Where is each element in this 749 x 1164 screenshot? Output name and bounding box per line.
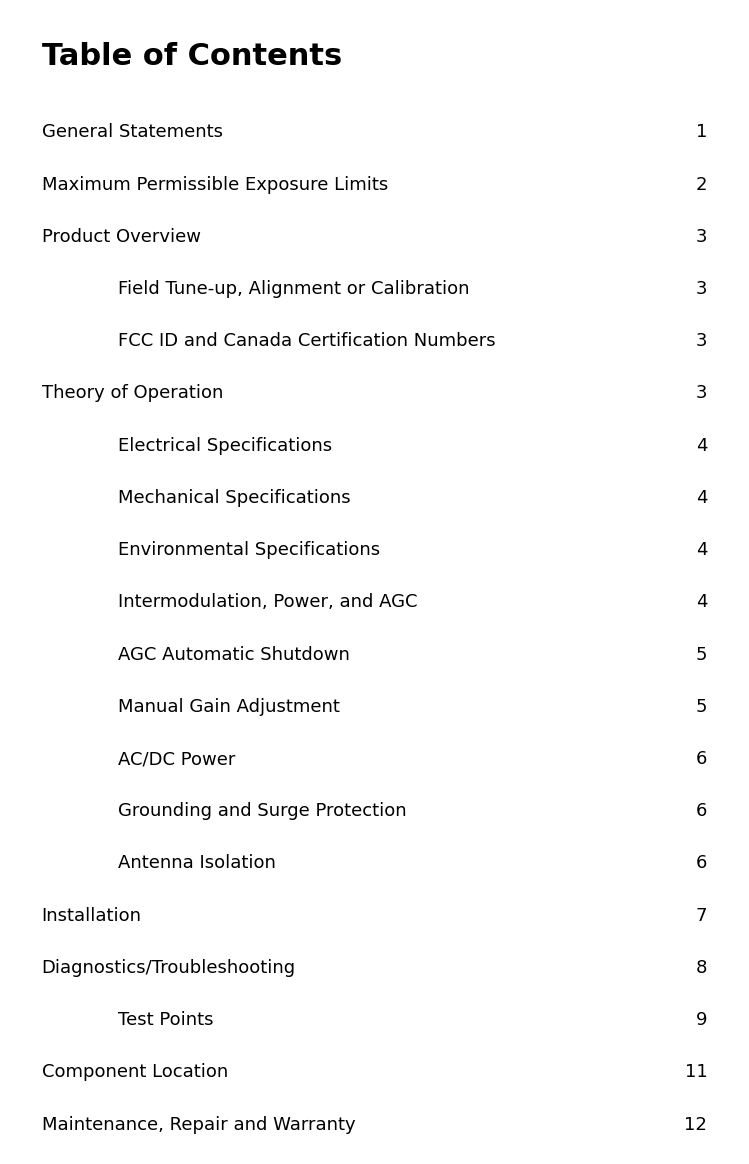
Text: Mechanical Specifications: Mechanical Specifications: [118, 489, 351, 506]
Text: General Statements: General Statements: [42, 123, 222, 141]
Text: 4: 4: [696, 489, 707, 506]
Text: Antenna Isolation: Antenna Isolation: [118, 854, 276, 873]
Text: AC/DC Power: AC/DC Power: [118, 750, 235, 768]
Text: Intermodulation, Power, and AGC: Intermodulation, Power, and AGC: [118, 594, 417, 611]
Text: 9: 9: [696, 1012, 707, 1029]
Text: 4: 4: [696, 541, 707, 559]
Text: 3: 3: [696, 332, 707, 350]
Text: Field Tune-up, Alignment or Calibration: Field Tune-up, Alignment or Calibration: [118, 281, 470, 298]
Text: Installation: Installation: [42, 907, 142, 924]
Text: 6: 6: [696, 802, 707, 821]
Text: Diagnostics/Troubleshooting: Diagnostics/Troubleshooting: [42, 959, 296, 977]
Text: 3: 3: [696, 281, 707, 298]
Text: 4: 4: [696, 436, 707, 455]
Text: 3: 3: [696, 384, 707, 403]
Text: 2: 2: [696, 176, 707, 193]
Text: 7: 7: [696, 907, 707, 924]
Text: 1: 1: [696, 123, 707, 141]
Text: 5: 5: [696, 697, 707, 716]
Text: 12: 12: [685, 1115, 707, 1134]
Text: Manual Gain Adjustment: Manual Gain Adjustment: [118, 697, 340, 716]
Text: Maximum Permissible Exposure Limits: Maximum Permissible Exposure Limits: [42, 176, 388, 193]
Text: Maintenance, Repair and Warranty: Maintenance, Repair and Warranty: [42, 1115, 355, 1134]
Text: 11: 11: [685, 1064, 707, 1081]
Text: Component Location: Component Location: [42, 1064, 228, 1081]
Text: Electrical Specifications: Electrical Specifications: [118, 436, 332, 455]
Text: 8: 8: [696, 959, 707, 977]
Text: Grounding and Surge Protection: Grounding and Surge Protection: [118, 802, 407, 821]
Text: Test Points: Test Points: [118, 1012, 213, 1029]
Text: AGC Automatic Shutdown: AGC Automatic Shutdown: [118, 646, 350, 663]
Text: Environmental Specifications: Environmental Specifications: [118, 541, 380, 559]
Text: 6: 6: [696, 750, 707, 768]
Text: 6: 6: [696, 854, 707, 873]
Text: 5: 5: [696, 646, 707, 663]
Text: 4: 4: [696, 594, 707, 611]
Text: 3: 3: [696, 228, 707, 246]
Text: Theory of Operation: Theory of Operation: [42, 384, 223, 403]
Text: FCC ID and Canada Certification Numbers: FCC ID and Canada Certification Numbers: [118, 332, 496, 350]
Text: Table of Contents: Table of Contents: [42, 42, 342, 71]
Text: Product Overview: Product Overview: [42, 228, 201, 246]
